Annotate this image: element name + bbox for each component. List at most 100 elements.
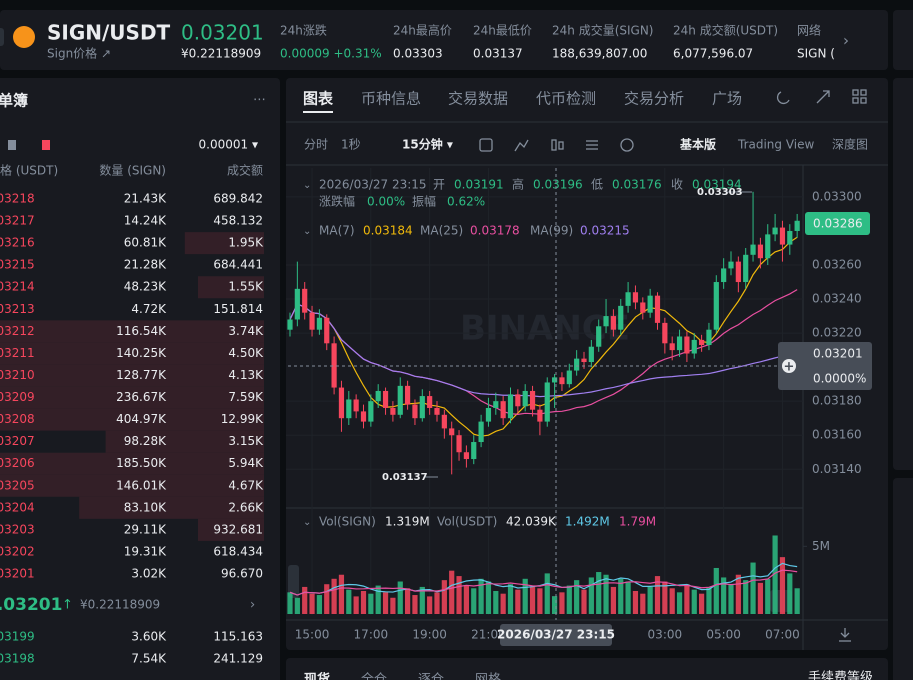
volume-bar — [743, 580, 749, 614]
candle-body — [596, 326, 602, 347]
ob-price: 0.03206 — [0, 456, 35, 470]
y-tick-label: 0.03220 — [812, 326, 862, 340]
volume-bar — [478, 578, 484, 614]
candle-body — [544, 382, 550, 422]
toolbar-icons[interactable] — [479, 89, 867, 642]
tab[interactable]: 图表 — [303, 90, 334, 108]
info-label: 开 — [433, 178, 445, 192]
view-option[interactable]: 基本版 — [679, 137, 716, 152]
candle-body — [346, 399, 352, 419]
crosshair-time: 2026/03/27 23:15 — [497, 628, 615, 642]
info-label: 收 — [671, 178, 683, 192]
volume-bar — [610, 586, 616, 614]
collapse[interactable]: ⌄ — [303, 226, 311, 237]
ob-price: 0.03198 — [0, 652, 35, 666]
interval[interactable]: 15分钟 ▾ — [402, 137, 453, 152]
tab[interactable]: 交易数据 — [448, 90, 508, 108]
tick-size[interactable]: 0.00001 ▾ — [199, 138, 258, 152]
ma-value: 0.03215 — [580, 224, 630, 238]
candle-body — [662, 322, 668, 344]
candle-body — [765, 234, 771, 259]
stat-value: SIGN ( — [797, 47, 835, 61]
info-label: 高 — [512, 177, 524, 192]
candle-body — [287, 319, 293, 330]
info-value: 0.00% — [367, 195, 405, 209]
candle-body — [625, 292, 631, 306]
tab[interactable]: 币种信息 — [361, 90, 421, 108]
depth-bar — [198, 518, 264, 541]
ob-price: 0.03214 — [0, 280, 35, 294]
volume-bar — [507, 584, 514, 614]
tab[interactable]: 交易分析 — [624, 90, 684, 108]
fee-tier[interactable]: 手续费等级 — [808, 670, 873, 680]
volume-bar — [529, 586, 536, 614]
ob-qty: 98.28K — [124, 434, 167, 448]
candle-body — [632, 292, 639, 303]
ob-price: 0.03201 — [0, 567, 35, 581]
view-icon[interactable] — [8, 140, 16, 150]
depth-bar — [184, 232, 264, 255]
ob-amount: 12.99K — [221, 412, 264, 426]
ob-amount: 4.13K — [228, 368, 264, 382]
candle-body — [794, 220, 800, 231]
ob-qty: 116.54K — [116, 324, 167, 338]
view-option[interactable]: 深度图 — [832, 137, 868, 152]
ob-price: 0.03209 — [0, 390, 35, 404]
high-note: 0.03303 — [697, 187, 743, 198]
scroll-left[interactable] — [288, 565, 299, 598]
trade-tab[interactable]: 逐仓 — [418, 673, 444, 680]
volume-bar — [397, 581, 403, 614]
ob-qty: 140.25K — [116, 346, 167, 360]
add-button[interactable] — [782, 359, 796, 373]
ob-price: 0.03211 — [0, 346, 35, 360]
collapse[interactable]: ⌄ — [303, 180, 311, 191]
tab[interactable]: 代币检测 — [536, 90, 596, 108]
ma-value: 0.03178 — [470, 224, 520, 238]
volume-bar — [684, 584, 690, 614]
tab[interactable]: 广场 — [712, 90, 742, 108]
chevron[interactable]: › — [843, 32, 849, 50]
candle-body — [684, 336, 690, 354]
more[interactable]: ⋯ — [253, 93, 266, 108]
ob-qty: 146.01K — [116, 478, 167, 492]
candle-body — [699, 339, 705, 346]
collapse[interactable]: ⌄ — [303, 517, 311, 528]
interval[interactable]: 1秒 — [341, 138, 361, 152]
trade-tab[interactable]: 全仓 — [361, 672, 387, 680]
vol-label: Vol(USDT) — [437, 515, 497, 529]
view-option[interactable]: Trading View — [737, 138, 815, 152]
candle-body — [772, 227, 778, 235]
volume-bar — [287, 592, 293, 614]
ob-amount: 932.681 — [213, 522, 263, 536]
ob-amount: 458.132 — [213, 214, 263, 228]
volume-bar — [596, 572, 602, 614]
vol-ma-line — [289, 562, 798, 596]
crosshair-box — [778, 342, 872, 390]
last-price-label: 0.03286 — [813, 217, 863, 231]
vol-tick-label: 5M — [812, 539, 830, 553]
candle-body — [353, 399, 359, 412]
volume-bar — [787, 573, 793, 614]
ob-price: 0.03203 — [0, 522, 35, 536]
stat-value: 188,639,807.00 — [552, 47, 647, 61]
volume-bar — [779, 557, 786, 614]
trade-tab[interactable]: 网格 — [475, 672, 501, 680]
volume-bar — [368, 593, 374, 614]
info-value: 0.03196 — [533, 178, 583, 192]
subtitle[interactable]: Sign价格 ↗ — [47, 46, 111, 61]
volume-bar — [728, 584, 734, 614]
candle-body — [397, 385, 403, 415]
interval[interactable]: 分时 — [304, 138, 328, 152]
ob-price: 0.03210 — [0, 368, 35, 382]
chevron[interactable]: › — [250, 598, 255, 613]
last-price: 0.03201 — [181, 21, 264, 45]
view-icon[interactable] — [42, 140, 50, 150]
vol-ma-value: 1.79M — [619, 515, 656, 529]
volume-bar — [625, 581, 631, 614]
stat-label: 24h最低价 — [473, 24, 532, 38]
plus: + — [784, 360, 795, 375]
ob-amount: 7.59K — [228, 390, 264, 404]
trade-tab[interactable]: 现货 — [304, 672, 330, 680]
volume-bar — [316, 595, 322, 614]
